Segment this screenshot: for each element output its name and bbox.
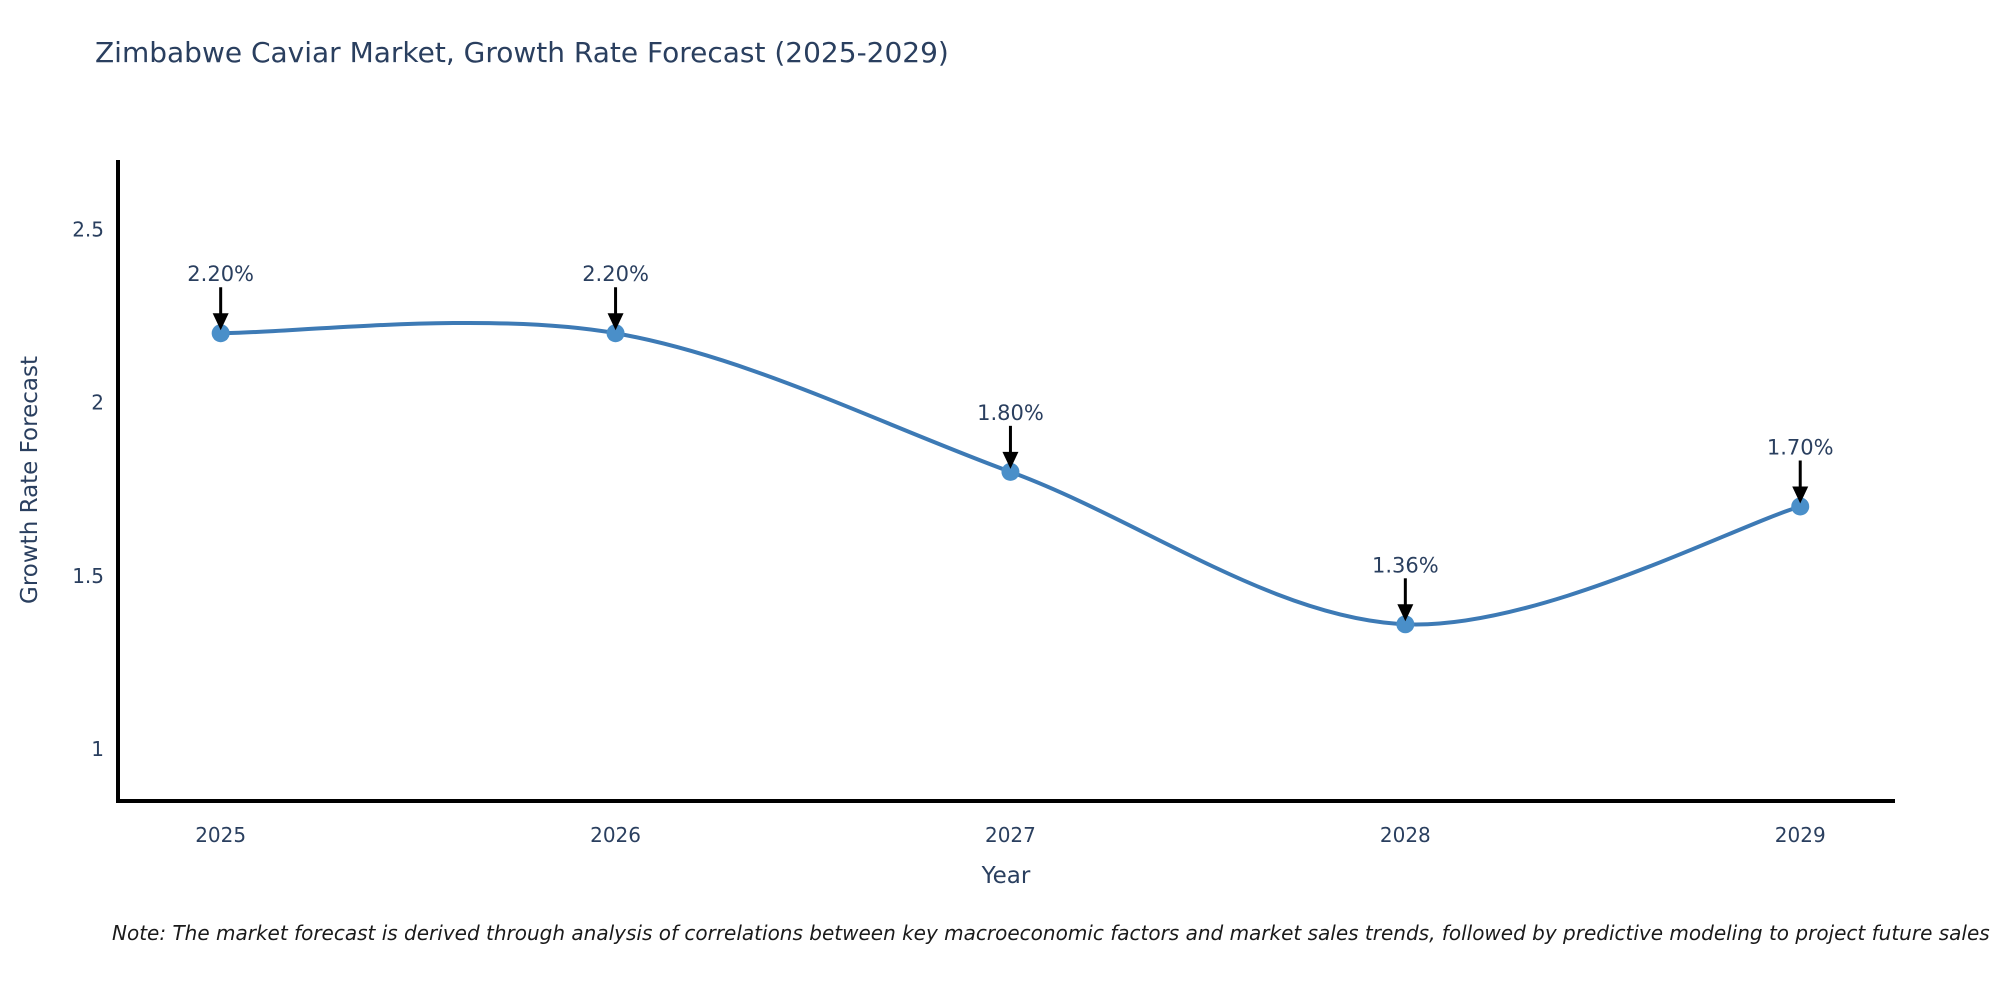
data-point-marker[interactable]: [606, 324, 625, 343]
y-tick-label: 2.5: [72, 217, 104, 241]
data-point-marker[interactable]: [211, 324, 230, 343]
x-tick-label: 2026: [590, 823, 641, 847]
annotation-arrow-head: [212, 313, 229, 331]
data-point-marker[interactable]: [1791, 497, 1810, 516]
annotation-label: 2.20%: [582, 262, 649, 286]
annotation-label: 1.36%: [1372, 553, 1439, 577]
y-tick-label: 2: [91, 391, 104, 415]
y-tick-label: 1.5: [72, 564, 104, 588]
annotation-label: 1.80%: [977, 401, 1044, 425]
annotation-arrow-head: [1792, 486, 1809, 504]
footnote: Note: The market forecast is derived thr…: [112, 921, 1990, 945]
y-tick-label: 1: [91, 737, 104, 761]
data-point-marker[interactable]: [1001, 462, 1020, 481]
x-axis-title: Year: [981, 863, 1031, 889]
annotation-arrow-head: [1397, 604, 1414, 622]
x-tick-label: 2028: [1380, 823, 1431, 847]
annotation-arrow-head: [1002, 451, 1019, 469]
x-tick-label: 2025: [195, 823, 246, 847]
data-point-marker[interactable]: [1396, 615, 1415, 634]
annotation-arrow-head: [607, 313, 624, 331]
chart-title: Zimbabwe Caviar Market, Growth Rate Fore…: [95, 36, 949, 69]
x-tick-label: 2029: [1775, 823, 1826, 847]
x-tick-label: 2027: [985, 823, 1036, 847]
annotation-label: 2.20%: [187, 262, 254, 286]
annotation-label: 1.70%: [1767, 435, 1834, 459]
